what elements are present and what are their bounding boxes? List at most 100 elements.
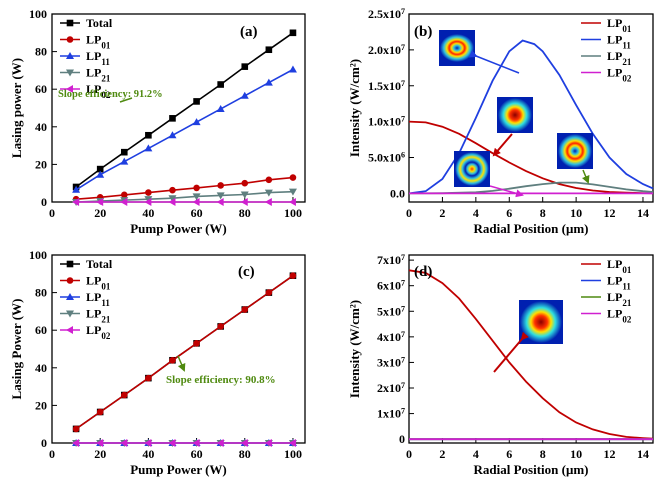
panel-c-xtick-label: 0 (49, 447, 55, 461)
mode-image-lp01-b-spot (498, 98, 532, 132)
panel-a-legend-label: Total (86, 16, 113, 30)
panel-c-legend-marker (66, 277, 74, 284)
panel-a-legend-marker (66, 85, 73, 93)
panel-a-legend-marker (66, 69, 74, 77)
panel-c-annotation-arrow (177, 355, 186, 372)
panel-b-ylabel: Intensity (W/cm²) (347, 59, 362, 157)
panel-d-xtick-label: 12 (604, 447, 616, 461)
panel-d-xtick-label: 2 (439, 447, 445, 461)
panel-c-xtick-label: 100 (284, 447, 302, 461)
panel-b-xtick-label: 10 (570, 206, 582, 220)
panel-a-series-total-point (145, 131, 152, 139)
panel-b-xtick-label: 8 (540, 206, 546, 220)
panel-c-legend-marker (66, 293, 74, 300)
panel-a-xtick-label: 0 (49, 206, 55, 220)
panel-a-series-lp01-point (193, 184, 200, 192)
panel-a-ytick-label: 100 (29, 7, 47, 21)
panel-b-legend-label: LP11 (607, 33, 631, 51)
panel-c-legend-label: LP11 (86, 290, 110, 308)
panel-c-xtick-label: 60 (191, 447, 203, 461)
panel-a-series-total-point (241, 63, 249, 70)
panel-a-series-lp21-point (144, 196, 153, 204)
panel-c-ylabel: Lasing Power (W) (9, 299, 24, 400)
panel-c-annotation-text: Slope efficiency: 90.8% (166, 374, 276, 386)
panel-a-series-lp02-point (96, 198, 104, 206)
panel-c-series-lp02-point (288, 439, 296, 447)
panel-a-plot: 0 20 40 60 80 100 0 20 40 60 80 100 Pump Power (W) La… (9, 7, 306, 236)
panel-c-series-lp01-line (75, 275, 294, 430)
panel-d-plot: 0 2 4 6 8 10 12 14 0 1x107 2x107 3x107 4x107 5x107 6x1… (347, 253, 654, 477)
panel-c-series-lp02-point (216, 439, 224, 447)
mode-image-lp02-b-spot (455, 152, 489, 186)
panel-c-legend-label: LP02 (86, 323, 111, 341)
panel-a-legend-label: LP21 (86, 66, 111, 84)
panel-a-series-lp21-point (264, 189, 273, 197)
panel-b-xtick-label: 0 (406, 206, 412, 220)
panel-a-series-lp21-point (288, 188, 297, 196)
panel-a-series-lp02-point (120, 198, 128, 206)
panel-b-ytick-label: 1.5x107 (368, 78, 405, 93)
panel-d-xtick-label: 14 (637, 447, 649, 461)
panel-a-series-lp02-point (192, 198, 200, 206)
panel-a-series-lp01-point (120, 191, 128, 199)
panel-a-series-lp21-line (76, 190, 294, 203)
panel-a-legend-marker (66, 36, 74, 43)
panel-a-series-lp01-point (289, 174, 297, 181)
panel-c-series-lp02-point (240, 439, 248, 447)
panel-c-legend-label: LP21 (86, 307, 111, 325)
panel-d-ytick-label: 1x107 (377, 406, 405, 421)
panel-a-annotation-text: Slope efficiency: 91.2% (58, 89, 163, 100)
panel-b: 0 2 4 6 8 10 12 14 0.0 5.0x106 1.0x107 1.5x107 2.0x1… (347, 7, 654, 236)
panel-c-legend-marker (66, 310, 74, 318)
panel-b-legend-label: LP21 (607, 49, 632, 67)
panel-a-xtick-label: 80 (239, 206, 251, 220)
panel-a-series-lp02-point (72, 198, 80, 206)
panel-a-series-lp11-point (216, 104, 225, 112)
panel-c-series-lp02-point (96, 439, 104, 447)
panel-c-series-lp01-point (120, 391, 128, 399)
panel-a-legend-label: LP01 (86, 33, 111, 51)
panel-c-legend-marker (66, 260, 74, 268)
arrow-lp01-d (493, 331, 529, 373)
panel-a-series-lp11-point (288, 65, 297, 73)
panel-a: 0 20 40 60 80 100 0 20 40 60 80 100 Pump Power (W) La… (9, 7, 306, 236)
panel-b-mode-images (439, 30, 593, 198)
arrow-lp11-b (468, 50, 520, 74)
panel-b-xtick-label: 4 (473, 206, 479, 220)
panel-a-series-lp21-point (192, 193, 201, 201)
mode-image-lp01-d-spot (520, 301, 562, 343)
panel-c-series-lp01-point (145, 374, 152, 382)
panel-a-series-total-point (217, 81, 224, 88)
panel-c-legend-marker (66, 326, 73, 334)
arrow-lp02-b (489, 185, 524, 198)
panel-a-series-total-point (265, 46, 273, 54)
panel-a-legend-label: LP02 (86, 82, 111, 100)
panel-c-legend-label: Total (86, 257, 113, 271)
panel-a-series-lp21-point (216, 192, 225, 200)
panel-a-series-lp01-point (265, 176, 273, 184)
panel-d-xtick-label: 6 (506, 447, 512, 461)
panel-a-xtick-label: 20 (94, 206, 106, 220)
panel-d-ytick-label: 4x107 (377, 329, 405, 344)
panel-d-series-lp01-line (408, 269, 654, 440)
panel-b-ytick-label: 2.0x107 (368, 42, 405, 57)
panel-d-xtick-label: 4 (473, 447, 479, 461)
panel-a-series-total-point (96, 165, 104, 173)
panel-c-xtick-label: 40 (142, 447, 154, 461)
panel-d-ylabel: Intensity (W/cm²) (347, 300, 362, 398)
panel-a-series-lp02-point (144, 198, 152, 206)
panel-b-ytick-label: 2.5x107 (368, 7, 405, 22)
panel-a-series-total-point (193, 98, 200, 105)
panel-d-ytick-label: 7x107 (377, 253, 405, 268)
panel-c-plot: 0 20 40 60 80 100 0 20 40 60 80 100 Pump Power (W) La… (9, 248, 306, 477)
panel-c-label: (c) (238, 264, 255, 280)
panel-d-xtick-label: 8 (540, 447, 546, 461)
panel-c-series-lp01-point (241, 306, 249, 313)
panel-a-series-lp11-point (264, 78, 273, 86)
panel-a-series-total-line (75, 32, 294, 188)
panel-b-xtick-label: 14 (637, 206, 649, 220)
panel-c: 0 20 40 60 80 100 0 20 40 60 80 100 Pump Power (W) La… (9, 248, 306, 477)
panel-a-series-total-point (169, 115, 176, 122)
panel-b-legend-label: LP02 (607, 66, 632, 84)
